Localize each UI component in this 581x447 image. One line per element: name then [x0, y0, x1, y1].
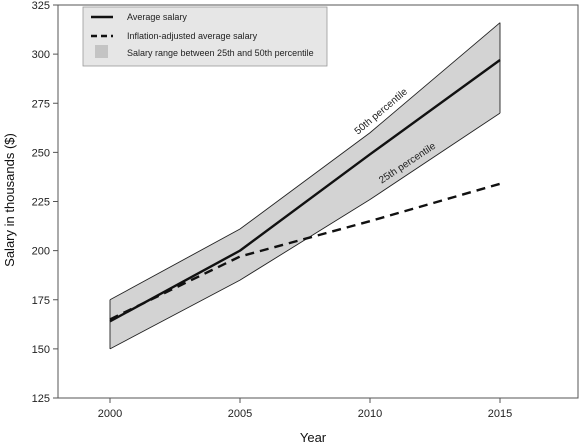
y-tick-label: 225: [32, 197, 50, 209]
band-layer: [109, 22, 501, 350]
y-axis-ticks: 125 150 175 200 225 250 275 300 325: [32, 0, 58, 405]
legend-label-inflation-adjusted: Inflation-adjusted average salary: [127, 31, 258, 41]
x-axis-title: Year: [300, 430, 327, 445]
legend-label-average-salary: Average salary: [127, 12, 187, 22]
y-tick-label: 150: [32, 344, 50, 356]
legend: Average salary Inflation-adjusted averag…: [82, 6, 328, 67]
legend-label-band: Salary range between 25th and 50th perce…: [127, 48, 314, 58]
series-layer: [109, 59, 501, 323]
x-tick-label: 2000: [98, 408, 122, 420]
legend-swatch-band: [95, 45, 108, 58]
y-tick-label: 175: [32, 295, 50, 307]
y-tick-label: 300: [32, 49, 50, 61]
series-line-1: [109, 182, 501, 321]
y-tick-label: 250: [32, 147, 50, 159]
x-tick-label: 2005: [228, 408, 252, 420]
x-tick-label: 2010: [358, 408, 382, 420]
x-axis-ticks: 2000 2005 2010 2015: [98, 398, 512, 420]
y-tick-label: 200: [32, 246, 50, 258]
y-tick-label: 275: [32, 98, 50, 110]
y-tick-label: 325: [32, 0, 50, 12]
x-tick-label: 2015: [488, 408, 512, 420]
series-line-0: [109, 59, 501, 323]
legend-box: [82, 6, 328, 67]
y-tick-label: 125: [32, 393, 50, 405]
band-upper-edge: [109, 22, 501, 301]
y-axis-title: Salary in thousands ($): [2, 133, 17, 267]
